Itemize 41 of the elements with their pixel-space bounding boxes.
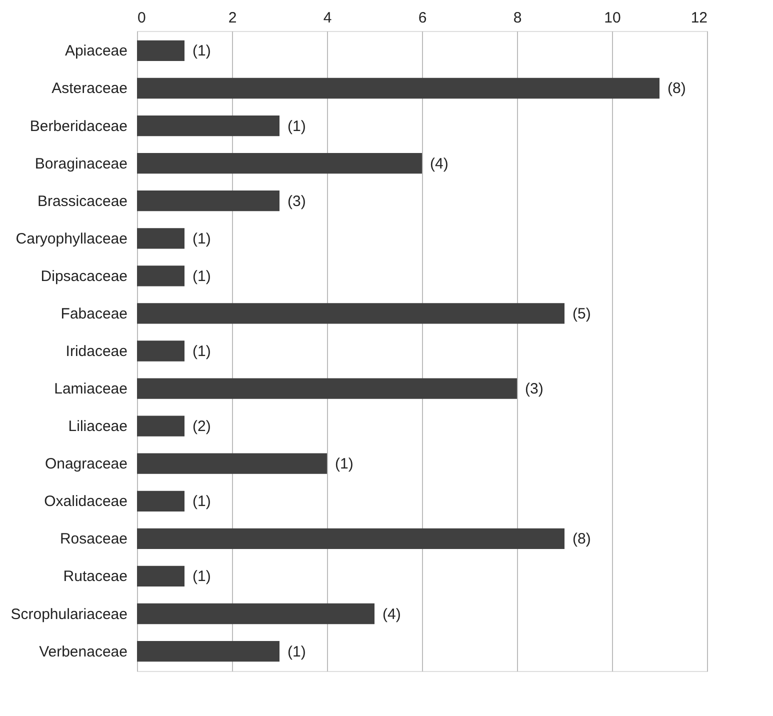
y-tick-label: Liliaceae — [68, 418, 128, 436]
annotation: (5) — [572, 305, 591, 322]
x-tick-label: 2 — [228, 10, 237, 26]
x-tick-label: 12 — [690, 10, 708, 26]
annotation: (1) — [288, 643, 306, 660]
y-tick-label: Scrophulariaceae — [10, 606, 128, 623]
y-tick-label: Iridaceae — [66, 343, 128, 360]
annotation: (1) — [192, 268, 211, 285]
annotation: (3) — [288, 192, 306, 210]
y-tick-label: Onagraceae — [44, 456, 128, 473]
annotation: (1) — [288, 118, 306, 135]
y-tick-label: Lamiaceae — [54, 380, 128, 398]
x-tick-label: 6 — [418, 10, 427, 26]
annotation: (1) — [192, 343, 211, 360]
y-tick-label: Verbenaceae — [39, 643, 128, 660]
y-tick-label: Dipsacaceae — [40, 268, 128, 285]
annotation: (1) — [192, 568, 211, 586]
annotation: (8) — [668, 80, 686, 98]
y-tick-label: Asteraceae — [52, 80, 128, 98]
annotation: (1) — [335, 456, 354, 473]
y-tick-label: Brassicaceae — [37, 192, 128, 210]
annotation: (3) — [525, 380, 544, 398]
annotation: (8) — [572, 530, 591, 548]
x-tick-label: 0 — [138, 10, 146, 26]
x-tick-label: 8 — [513, 10, 522, 26]
y-tick-label: Rutaceae — [63, 568, 128, 586]
annotation: (4) — [430, 155, 448, 172]
y-tick-label: Oxalidaceae — [44, 493, 128, 510]
x-tick-label: 4 — [323, 10, 332, 26]
y-tick-label: Caryophyllaceae — [16, 230, 128, 248]
annotation: (2) — [192, 418, 211, 436]
annotation: (4) — [382, 606, 401, 623]
y-tick-label: Berberidaceae — [30, 118, 128, 135]
x-tick-label: 10 — [604, 10, 621, 26]
y-tick-label: Rosaceae — [60, 530, 128, 548]
annotation: (1) — [192, 42, 211, 60]
annotation: (1) — [192, 493, 211, 510]
annotation: (1) — [192, 230, 211, 248]
y-tick-label: Fabaceae — [60, 305, 128, 322]
y-tick-label: Apiaceae — [64, 42, 128, 60]
y-tick-label: Boraginaceae — [34, 155, 128, 172]
